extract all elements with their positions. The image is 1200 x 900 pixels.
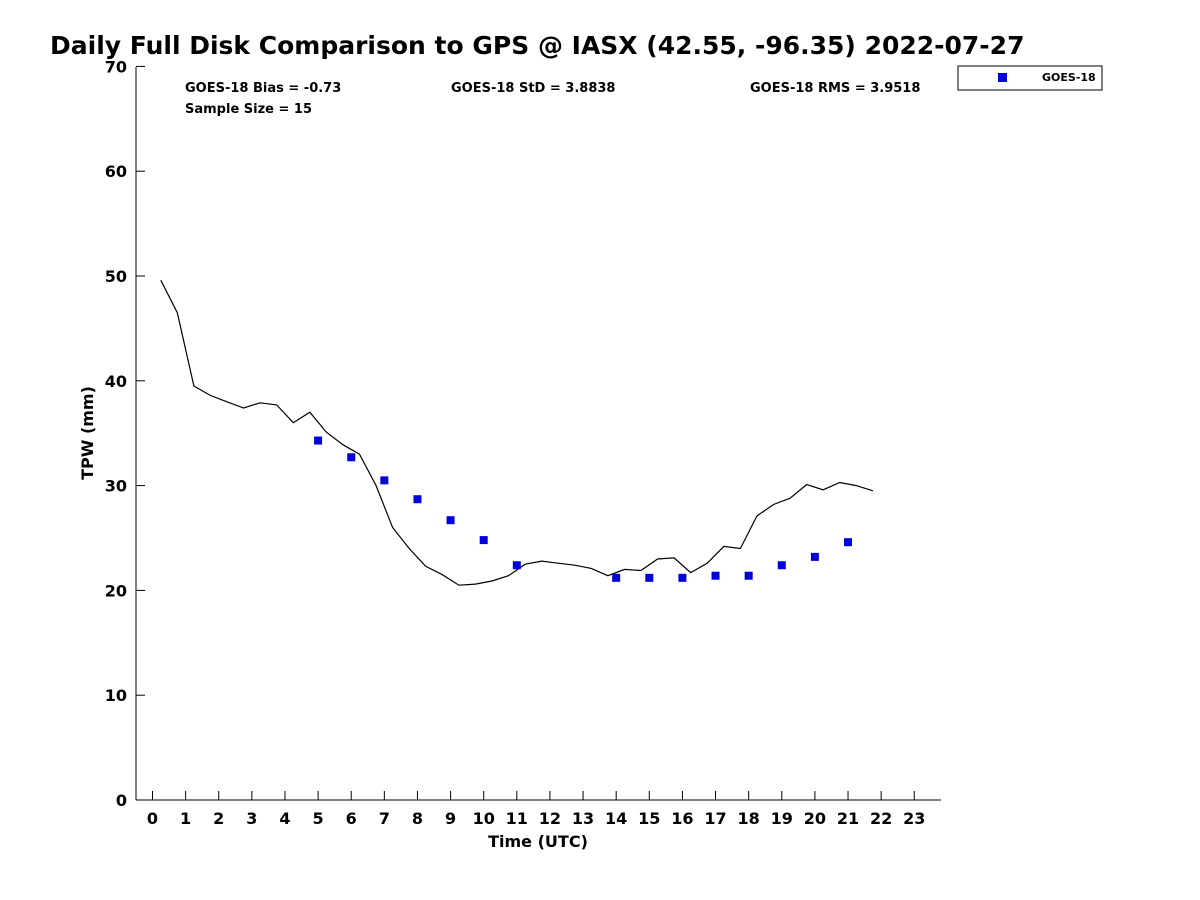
x-tick-label: 3 [246, 809, 257, 828]
legend-label-goes-18: GOES-18 [1042, 71, 1096, 84]
goes-18-point [413, 495, 422, 504]
stat-bias: GOES-18 Bias = -0.73 [185, 81, 341, 96]
x-tick-label: 8 [412, 809, 423, 828]
x-tick-label: 7 [379, 809, 390, 828]
x-tick-label: 5 [313, 809, 324, 828]
stat-std: GOES-18 StD = 3.8838 [451, 81, 615, 96]
x-axis-label: Time (UTC) [488, 832, 588, 851]
goes-18-point [612, 573, 621, 582]
legend-box [957, 65, 1103, 91]
plot-area [160, 279, 874, 586]
goes-18-point [844, 538, 853, 547]
y-axis-label: TPW (mm) [78, 386, 97, 480]
x-tick-label: 4 [279, 809, 290, 828]
y-tick-label: 50 [105, 267, 127, 286]
y-tick-label: 20 [105, 581, 127, 600]
y-axis: 0 10 20 30 40 50 60 70 [105, 57, 145, 810]
x-axis: 0 1 2 3 4 5 6 7 8 9 10 11 12 13 14 15 16 17 18 19 20 21 22 23 [136, 791, 941, 828]
x-tick-label: 6 [346, 809, 357, 828]
stats-annotations: GOES-18 Bias = -0.73 GOES-18 StD = 3.883… [185, 81, 920, 117]
x-tick-label: 14 [605, 809, 627, 828]
x-tick-label: 13 [572, 809, 594, 828]
y-tick-label: 60 [105, 162, 127, 181]
goes-18-point [645, 573, 654, 582]
stat-rms: GOES-18 RMS = 3.9518 [750, 81, 920, 96]
x-tick-label: 16 [671, 809, 693, 828]
x-tick-label: 18 [738, 809, 760, 828]
x-tick-label: 2 [213, 809, 224, 828]
chart-title: Daily Full Disk Comparison to GPS @ IASX… [50, 31, 1024, 60]
goes-18-point [678, 573, 687, 582]
goes-18-point [347, 453, 356, 462]
x-tick-label: 22 [870, 809, 892, 828]
x-tick-label: 23 [903, 809, 925, 828]
x-tick-label: 10 [473, 809, 495, 828]
goes-18-point [446, 516, 455, 525]
goes-18-point [810, 552, 819, 561]
y-tick-label: 40 [105, 372, 127, 391]
x-tick-label: 15 [638, 809, 660, 828]
goes-18-point [711, 571, 720, 580]
x-tick-label: 9 [445, 809, 456, 828]
goes-18-point [512, 561, 521, 570]
gps-series-line [160, 279, 874, 586]
x-tick-label: 12 [539, 809, 561, 828]
x-tick-label: 19 [771, 809, 793, 828]
y-tick-label: 30 [105, 477, 127, 496]
goes-18-point [744, 571, 753, 580]
x-tick-label: 20 [804, 809, 826, 828]
legend: GOES-18 [957, 65, 1103, 91]
legend-marker-goes-18 [998, 73, 1007, 82]
x-tick-label: 17 [704, 809, 726, 828]
x-tick-label: 1 [180, 809, 191, 828]
goes-18-point [777, 561, 786, 570]
x-tick-label: 0 [147, 809, 158, 828]
goes-18-point [380, 476, 389, 485]
y-tick-label: 70 [105, 57, 127, 76]
goes-18-point [479, 536, 488, 545]
y-tick-label: 0 [116, 791, 127, 810]
goes-18-point [314, 436, 323, 445]
x-tick-label: 21 [837, 809, 859, 828]
y-tick-label: 10 [105, 686, 127, 705]
stat-sample-size: Sample Size = 15 [185, 102, 312, 117]
x-tick-label: 11 [506, 809, 528, 828]
